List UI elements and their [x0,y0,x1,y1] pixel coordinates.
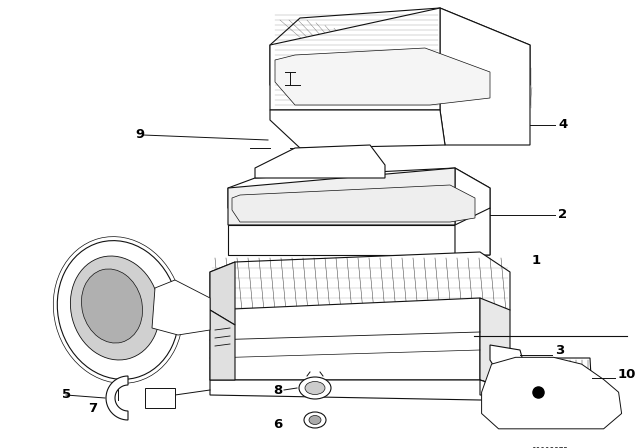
Polygon shape [482,358,621,429]
Text: 7: 7 [88,401,97,414]
Polygon shape [490,345,525,368]
Ellipse shape [304,412,326,428]
Ellipse shape [309,415,321,425]
Polygon shape [440,8,530,145]
Text: 4: 4 [558,119,567,132]
Text: 2: 2 [558,208,567,221]
Polygon shape [210,262,235,325]
Polygon shape [152,280,210,335]
Polygon shape [270,8,440,110]
Text: 3: 3 [555,344,564,357]
Polygon shape [232,185,475,222]
Polygon shape [275,48,490,105]
Ellipse shape [305,382,325,395]
Polygon shape [210,252,510,325]
Ellipse shape [81,269,143,343]
Polygon shape [455,208,490,255]
Polygon shape [270,8,530,110]
Ellipse shape [57,241,179,379]
Text: 8: 8 [273,383,282,396]
Text: 9: 9 [135,129,144,142]
Polygon shape [210,298,480,380]
Text: 5: 5 [62,388,71,401]
Polygon shape [480,298,510,390]
Polygon shape [255,145,385,178]
Polygon shape [228,168,490,225]
Polygon shape [548,358,592,395]
Polygon shape [455,168,490,255]
Polygon shape [210,380,510,400]
Ellipse shape [299,377,331,399]
Ellipse shape [70,256,159,360]
Text: 10: 10 [618,369,636,382]
Polygon shape [228,225,455,255]
Text: 6: 6 [273,418,282,431]
Polygon shape [106,376,128,420]
Polygon shape [480,380,548,420]
Text: 00008873: 00008873 [532,447,569,448]
Polygon shape [145,388,175,408]
Polygon shape [228,168,455,225]
Polygon shape [270,110,445,148]
Polygon shape [210,310,235,380]
Text: 1: 1 [532,254,541,267]
